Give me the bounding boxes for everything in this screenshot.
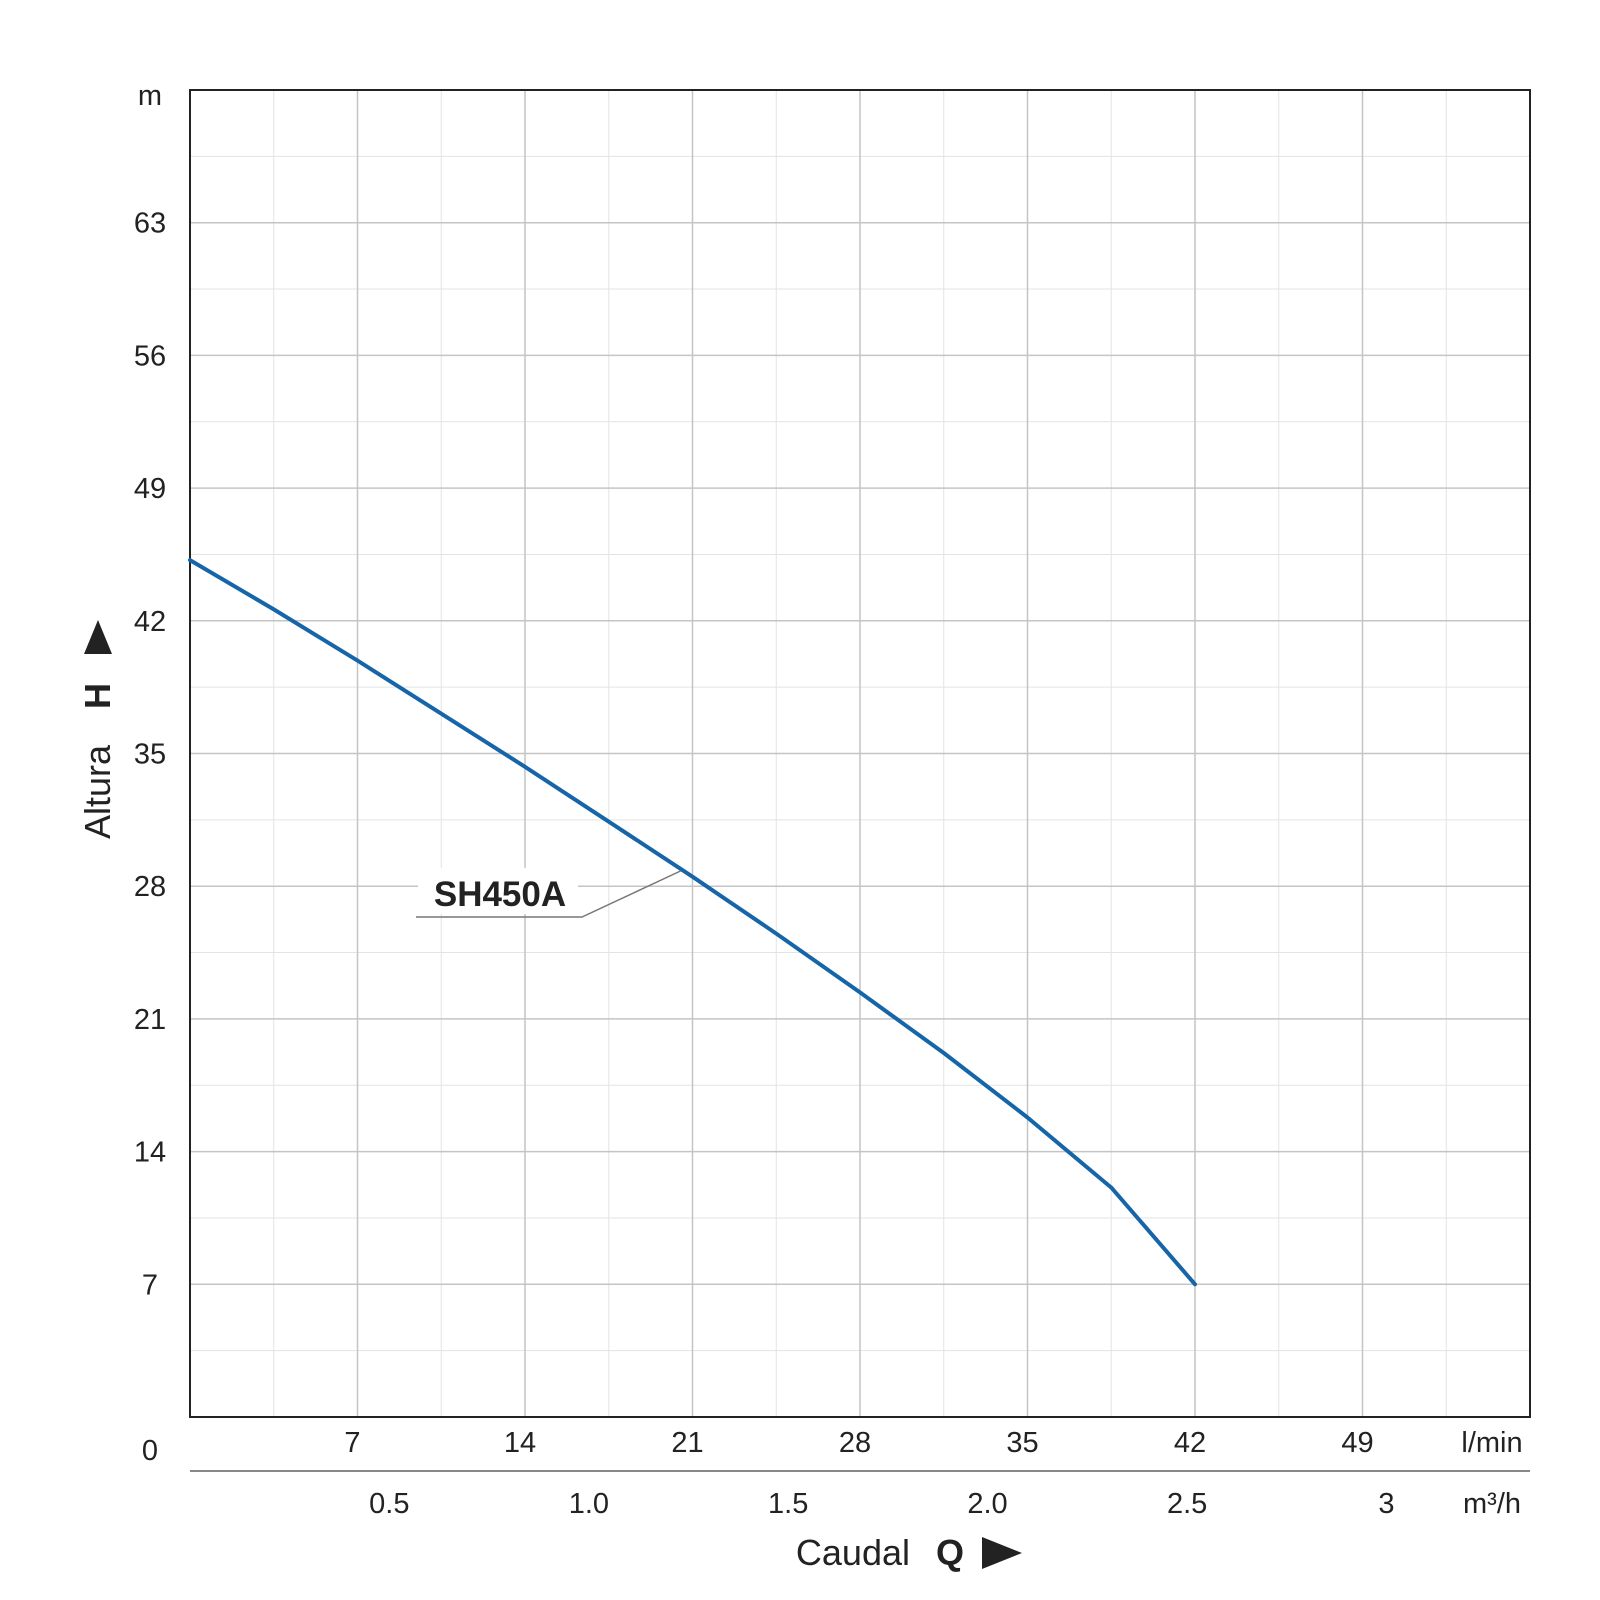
y-tick-labels: 7 14 21 28 35 42 49 56 63 bbox=[134, 208, 166, 1302]
x2-tick-labels: 0.5 1.0 1.5 2.0 2.5 3 bbox=[369, 1488, 1394, 1520]
y-tick-label: 63 bbox=[134, 208, 166, 240]
x-tick-label: 14 bbox=[504, 1427, 536, 1459]
y-tick-label: 35 bbox=[134, 739, 166, 771]
x-tick-label: 49 bbox=[1341, 1427, 1373, 1459]
x2-tick-label: 1.0 bbox=[569, 1488, 609, 1520]
major-gridlines bbox=[190, 90, 1530, 1417]
x2-tick-label: 2.0 bbox=[967, 1488, 1007, 1520]
x2-tick-label: 1.5 bbox=[768, 1488, 808, 1520]
x-unit-label: l/min bbox=[1461, 1427, 1522, 1459]
annotation-layer: SH450A bbox=[416, 868, 681, 918]
x-tick-label: 35 bbox=[1006, 1427, 1038, 1459]
y-axis-title: Altura H bbox=[77, 620, 118, 839]
y-tick-label: 14 bbox=[134, 1137, 166, 1169]
annotation-background bbox=[418, 868, 578, 914]
origin-label: 0 bbox=[142, 1435, 158, 1467]
y-tick-label: 21 bbox=[134, 1004, 166, 1036]
x2-tick-label: 2.5 bbox=[1167, 1488, 1207, 1520]
y-axis-title-word: Altura bbox=[77, 744, 118, 839]
x2-unit-label: m³/h bbox=[1463, 1488, 1521, 1520]
x2-tick-label: 0.5 bbox=[369, 1488, 409, 1520]
x-tick-label: 42 bbox=[1174, 1427, 1206, 1459]
x-axis-title: Caudal Q bbox=[796, 1532, 1022, 1573]
y-tick-label: 42 bbox=[134, 606, 166, 638]
x2-tick-label: 3 bbox=[1378, 1488, 1394, 1520]
y-unit-label: m bbox=[138, 80, 162, 112]
y-tick-label: 7 bbox=[142, 1269, 158, 1301]
x-tick-label: 7 bbox=[344, 1427, 360, 1459]
plot-frame bbox=[189, 89, 1531, 1418]
series-layer bbox=[188, 558, 1197, 1287]
y-tick-label: 49 bbox=[134, 473, 166, 505]
y-arrow-icon bbox=[84, 620, 112, 654]
x-tick-label: 21 bbox=[671, 1427, 703, 1459]
x-tick-label: 28 bbox=[839, 1427, 871, 1459]
x-arrow-icon bbox=[982, 1537, 1022, 1569]
x-tick-labels: 7 14 21 28 35 42 49 bbox=[344, 1427, 1373, 1459]
y-axis-title-symbol: H bbox=[77, 683, 118, 709]
x-axis-title-word: Caudal bbox=[796, 1532, 910, 1573]
y-tick-label: 28 bbox=[134, 871, 166, 903]
x-axis-title-symbol: Q bbox=[936, 1532, 964, 1573]
annotation-leader bbox=[416, 870, 681, 918]
series-line bbox=[188, 558, 1197, 1287]
series-annotation-label: SH450A bbox=[434, 875, 566, 914]
y-tick-label: 56 bbox=[134, 340, 166, 372]
